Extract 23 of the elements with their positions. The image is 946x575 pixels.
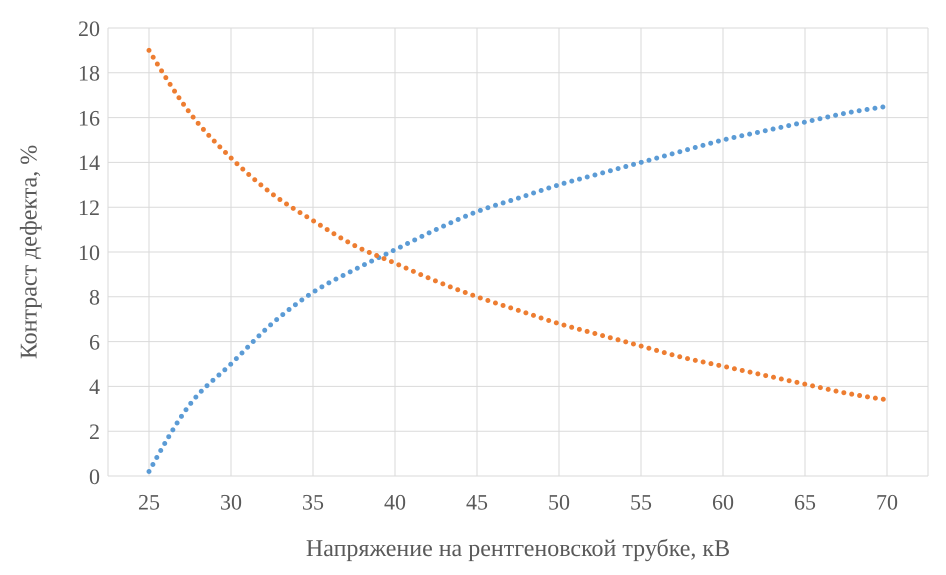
y-tick-label: 6 [89, 329, 100, 354]
y-tick-label: 20 [78, 16, 100, 41]
x-tick-label: 25 [138, 490, 160, 515]
x-tick-label: 30 [220, 490, 242, 515]
x-axis-title: Напряжение на рентгеновской трубке, кВ [306, 536, 730, 562]
x-tick-label: 65 [794, 490, 816, 515]
y-tick-label: 16 [78, 105, 100, 130]
x-tick-label: 45 [466, 490, 488, 515]
x-tick-label: 60 [712, 490, 734, 515]
y-tick-label: 4 [89, 374, 100, 400]
y-tick-label: 10 [78, 240, 100, 265]
y-tick-label: 8 [89, 284, 100, 310]
x-tick-label: 70 [876, 490, 898, 515]
y-tick-label: 14 [78, 150, 100, 176]
x-tick-label: 50 [548, 490, 570, 515]
x-tick-label: 55 [630, 490, 652, 515]
y-axis-title: Контраст дефекта, % [16, 144, 43, 360]
y-tick-label: 12 [78, 195, 100, 220]
y-tick-label: 2 [89, 419, 100, 444]
y-tick-label: 18 [78, 60, 100, 86]
x-tick-label: 40 [384, 490, 406, 515]
y-tick-label: 0 [89, 464, 100, 489]
x-tick-label: 35 [302, 490, 324, 515]
